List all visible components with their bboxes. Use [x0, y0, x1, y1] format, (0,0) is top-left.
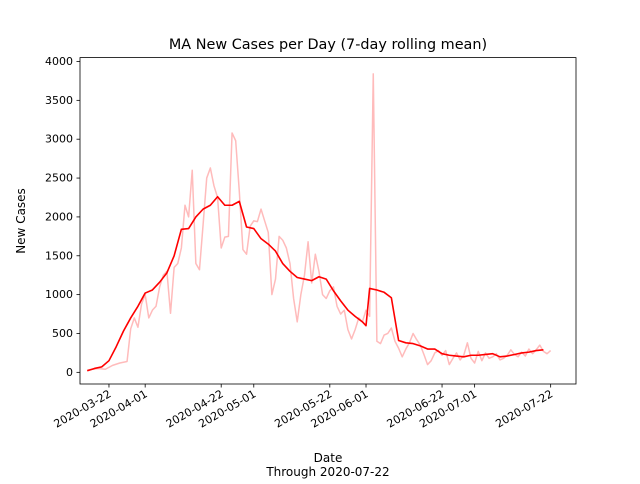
x-axis-label: Date — [314, 451, 343, 465]
y-tick-label: 3500 — [45, 94, 73, 107]
y-tick-label: 4000 — [45, 55, 73, 68]
x-axis-sublabel: Through 2020-07-22 — [265, 465, 389, 479]
plot-area — [86, 73, 552, 372]
y-tick-label: 1500 — [45, 249, 73, 262]
y-axis-label: New Cases — [14, 188, 28, 254]
y-tick-label: 500 — [52, 327, 73, 340]
axes-frame — [79, 57, 577, 385]
y-axis-ticks: 0 500 1000 1500 2000 2500 3000 3500 4000 — [45, 55, 80, 379]
y-tick-label: 0 — [66, 366, 73, 379]
y-tick-label: 1000 — [45, 288, 73, 301]
y-tick-label: 3000 — [45, 133, 73, 146]
rolling-mean-line — [86, 195, 544, 372]
y-tick-label: 2500 — [45, 172, 73, 185]
chart-title: MA New Cases per Day (7-day rolling mean… — [169, 37, 487, 53]
y-tick-label: 2000 — [45, 210, 73, 223]
